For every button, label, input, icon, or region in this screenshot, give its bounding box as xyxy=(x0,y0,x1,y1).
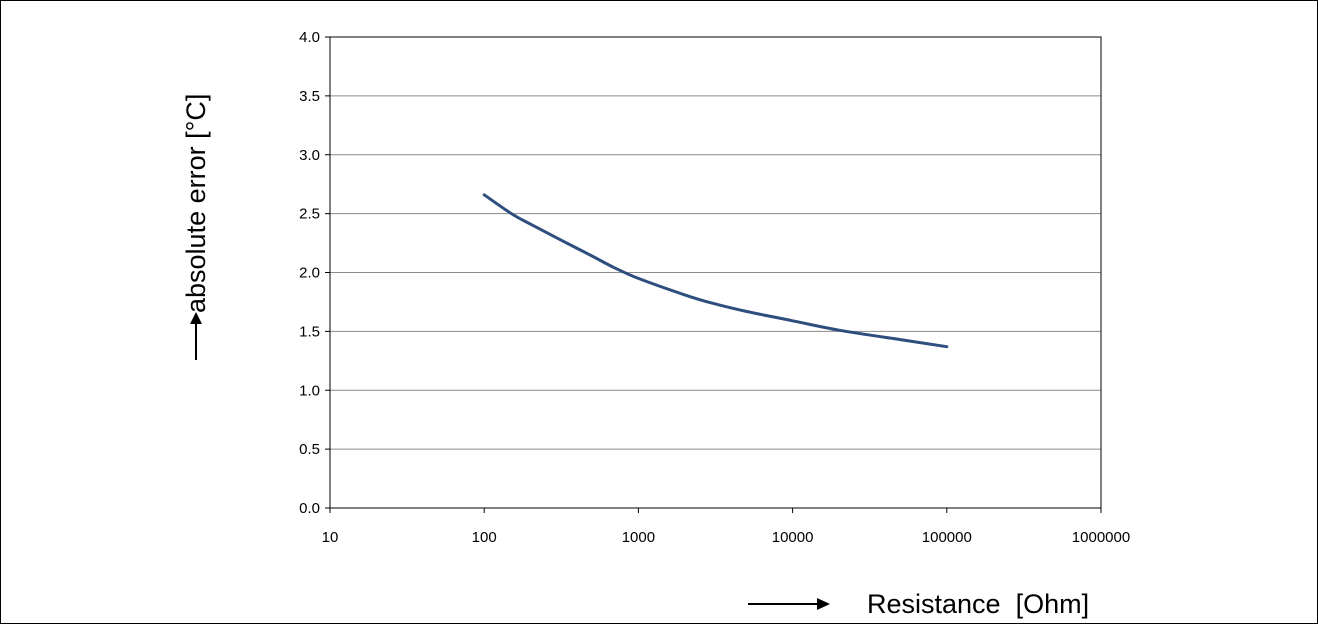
y-tick-label: 2.5 xyxy=(299,206,320,223)
y-tick-label: 3.5 xyxy=(299,88,320,105)
y-tick-label: 3.0 xyxy=(299,147,320,164)
x-tick-label: 10 xyxy=(322,529,339,546)
x-axis-arrow-icon xyxy=(748,598,830,610)
y-tick-label: 4.0 xyxy=(299,29,320,46)
y-tick-label: 1.0 xyxy=(299,382,320,399)
x-tick-label: 100 xyxy=(472,529,497,546)
x-axis-title: Resistance [Ohm] xyxy=(867,589,1089,619)
x-tick-label: 1000 xyxy=(622,529,655,546)
series-line xyxy=(482,193,949,349)
y-axis-arrow-icon xyxy=(190,312,202,360)
x-tick-label: 1000000 xyxy=(1072,529,1130,546)
y-axis-title: absolute error [°C] xyxy=(181,94,211,313)
x-tick-label: 10000 xyxy=(772,529,814,546)
series-layer xyxy=(482,193,949,349)
gridlines xyxy=(330,95,1101,450)
y-tick-label: 0.0 xyxy=(299,500,320,517)
y-tick-label: 0.5 xyxy=(299,441,320,458)
y-tick-label: 2.0 xyxy=(299,265,320,282)
y-tick-label: 1.5 xyxy=(299,323,320,340)
x-tick-labels: 10 100 1000 10000 100000 1000000 xyxy=(322,508,1130,546)
y-tick-labels: 0.0 0.5 1.0 1.5 2.0 2.5 3.0 3.5 4.0 xyxy=(299,29,330,517)
x-tick-label: 100000 xyxy=(922,529,972,546)
